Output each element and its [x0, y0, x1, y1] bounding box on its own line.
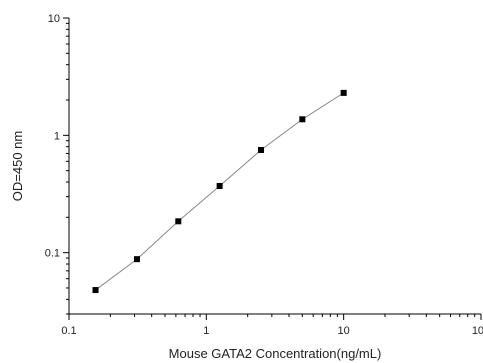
- data-point: [133, 256, 140, 263]
- data-point: [299, 116, 306, 123]
- data-point: [216, 182, 223, 189]
- x-tick-label: 1: [203, 325, 209, 337]
- series-line: [95, 92, 344, 291]
- y-tick-label: 10: [48, 13, 60, 25]
- x-axis-title: Mouse GATA2 Concentration(ng/mL): [169, 346, 382, 361]
- data-point: [92, 287, 99, 294]
- y-tick-label: 0.1: [45, 248, 60, 260]
- y-axis-title: OD=450 nm: [10, 131, 25, 201]
- x-tick-label: 0.1: [61, 325, 76, 337]
- tick-marks: [63, 17, 482, 320]
- axes: [68, 18, 481, 315]
- data-point: [340, 89, 347, 96]
- x-tick-label: 10: [338, 325, 350, 337]
- data-series: [92, 89, 347, 294]
- data-point: [175, 218, 182, 225]
- x-tick-label: 100: [472, 325, 483, 337]
- tick-labels: 0.1 1 10 100 0.1 1 10: [45, 13, 483, 337]
- data-point: [257, 146, 264, 153]
- y-tick-label: 1: [54, 130, 60, 142]
